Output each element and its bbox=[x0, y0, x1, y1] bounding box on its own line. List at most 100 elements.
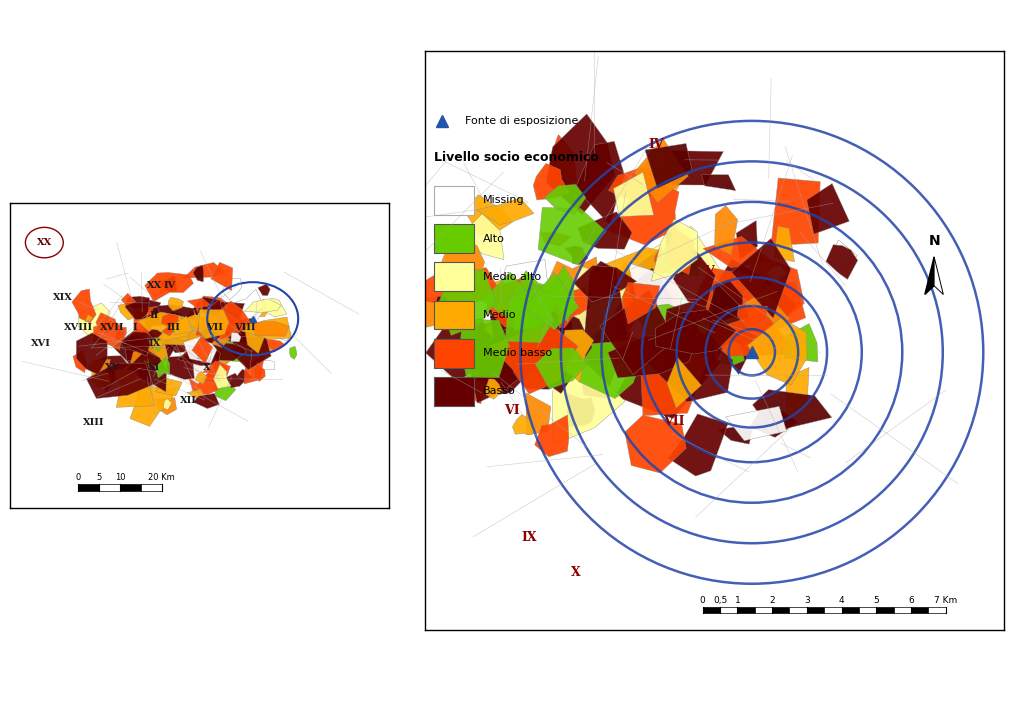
Polygon shape bbox=[222, 321, 264, 348]
Polygon shape bbox=[234, 289, 264, 322]
Polygon shape bbox=[663, 151, 723, 185]
Polygon shape bbox=[663, 228, 694, 275]
Polygon shape bbox=[625, 415, 686, 473]
Polygon shape bbox=[677, 281, 724, 316]
Polygon shape bbox=[197, 365, 209, 381]
Bar bbox=[824, 608, 842, 613]
Polygon shape bbox=[231, 336, 271, 370]
Polygon shape bbox=[147, 334, 154, 342]
Bar bbox=[702, 608, 720, 613]
Text: XV: XV bbox=[104, 363, 120, 372]
Polygon shape bbox=[256, 299, 269, 317]
Polygon shape bbox=[615, 325, 636, 362]
Bar bbox=[894, 608, 911, 613]
Polygon shape bbox=[115, 331, 125, 342]
Polygon shape bbox=[156, 320, 199, 337]
Polygon shape bbox=[553, 352, 625, 445]
Text: 1: 1 bbox=[734, 595, 740, 605]
Bar bbox=[807, 608, 824, 613]
Text: Medio alto: Medio alto bbox=[483, 272, 541, 282]
Bar bbox=[877, 608, 894, 613]
Text: 7 Km: 7 Km bbox=[934, 595, 957, 605]
Text: Medio: Medio bbox=[483, 310, 516, 320]
Polygon shape bbox=[505, 286, 554, 342]
Polygon shape bbox=[826, 245, 858, 279]
Polygon shape bbox=[117, 378, 155, 407]
Polygon shape bbox=[607, 174, 679, 245]
Polygon shape bbox=[212, 349, 220, 355]
Polygon shape bbox=[246, 322, 267, 354]
Polygon shape bbox=[205, 319, 225, 326]
Polygon shape bbox=[485, 379, 502, 399]
Polygon shape bbox=[509, 270, 563, 331]
Text: X: X bbox=[204, 363, 211, 372]
Bar bbox=[929, 608, 946, 613]
Polygon shape bbox=[566, 393, 595, 427]
Text: XX: XX bbox=[146, 281, 162, 290]
Polygon shape bbox=[163, 312, 183, 323]
Polygon shape bbox=[665, 302, 711, 348]
Bar bbox=[141, 484, 162, 491]
Polygon shape bbox=[606, 262, 645, 332]
Text: X: X bbox=[570, 566, 581, 579]
Polygon shape bbox=[184, 326, 213, 356]
Bar bbox=[433, 262, 474, 291]
Polygon shape bbox=[512, 415, 537, 435]
Bar bbox=[433, 339, 474, 368]
Text: IV: IV bbox=[163, 281, 175, 290]
Text: VIII: VIII bbox=[234, 323, 256, 332]
Polygon shape bbox=[655, 310, 736, 354]
Polygon shape bbox=[221, 318, 252, 349]
Bar bbox=[79, 484, 99, 491]
Polygon shape bbox=[526, 393, 551, 435]
Polygon shape bbox=[197, 352, 209, 359]
Polygon shape bbox=[214, 323, 254, 354]
Polygon shape bbox=[546, 114, 615, 215]
Polygon shape bbox=[196, 371, 207, 384]
Polygon shape bbox=[279, 329, 291, 341]
Polygon shape bbox=[635, 304, 691, 335]
Polygon shape bbox=[72, 289, 96, 323]
Polygon shape bbox=[220, 302, 245, 323]
Polygon shape bbox=[543, 283, 623, 331]
Polygon shape bbox=[469, 315, 550, 385]
Polygon shape bbox=[469, 376, 485, 404]
Bar bbox=[120, 484, 141, 491]
Polygon shape bbox=[118, 302, 145, 320]
Polygon shape bbox=[634, 138, 688, 202]
Polygon shape bbox=[705, 283, 754, 375]
Polygon shape bbox=[807, 183, 849, 234]
Polygon shape bbox=[226, 373, 245, 388]
Polygon shape bbox=[210, 326, 252, 339]
Polygon shape bbox=[237, 369, 252, 383]
Polygon shape bbox=[184, 319, 233, 374]
Polygon shape bbox=[176, 349, 215, 384]
Polygon shape bbox=[645, 144, 692, 188]
Polygon shape bbox=[248, 339, 285, 352]
Text: XIII: XIII bbox=[83, 418, 104, 427]
Polygon shape bbox=[575, 331, 617, 398]
Polygon shape bbox=[654, 247, 667, 273]
Polygon shape bbox=[564, 278, 652, 339]
Polygon shape bbox=[245, 336, 272, 364]
Polygon shape bbox=[198, 348, 222, 360]
Text: I: I bbox=[133, 323, 137, 332]
Text: 4: 4 bbox=[839, 595, 845, 605]
Polygon shape bbox=[254, 363, 265, 381]
Polygon shape bbox=[636, 312, 656, 347]
Polygon shape bbox=[426, 318, 496, 381]
Polygon shape bbox=[188, 339, 217, 372]
Polygon shape bbox=[198, 313, 214, 323]
Polygon shape bbox=[701, 175, 736, 191]
Text: VII: VII bbox=[663, 415, 684, 428]
Polygon shape bbox=[78, 303, 111, 340]
Polygon shape bbox=[86, 363, 153, 399]
Polygon shape bbox=[144, 273, 194, 302]
Polygon shape bbox=[147, 329, 163, 339]
Text: XI: XI bbox=[148, 363, 161, 372]
Polygon shape bbox=[165, 337, 186, 353]
Polygon shape bbox=[194, 394, 219, 409]
Polygon shape bbox=[745, 291, 790, 341]
Bar bbox=[772, 608, 790, 613]
Text: 10: 10 bbox=[115, 473, 125, 482]
